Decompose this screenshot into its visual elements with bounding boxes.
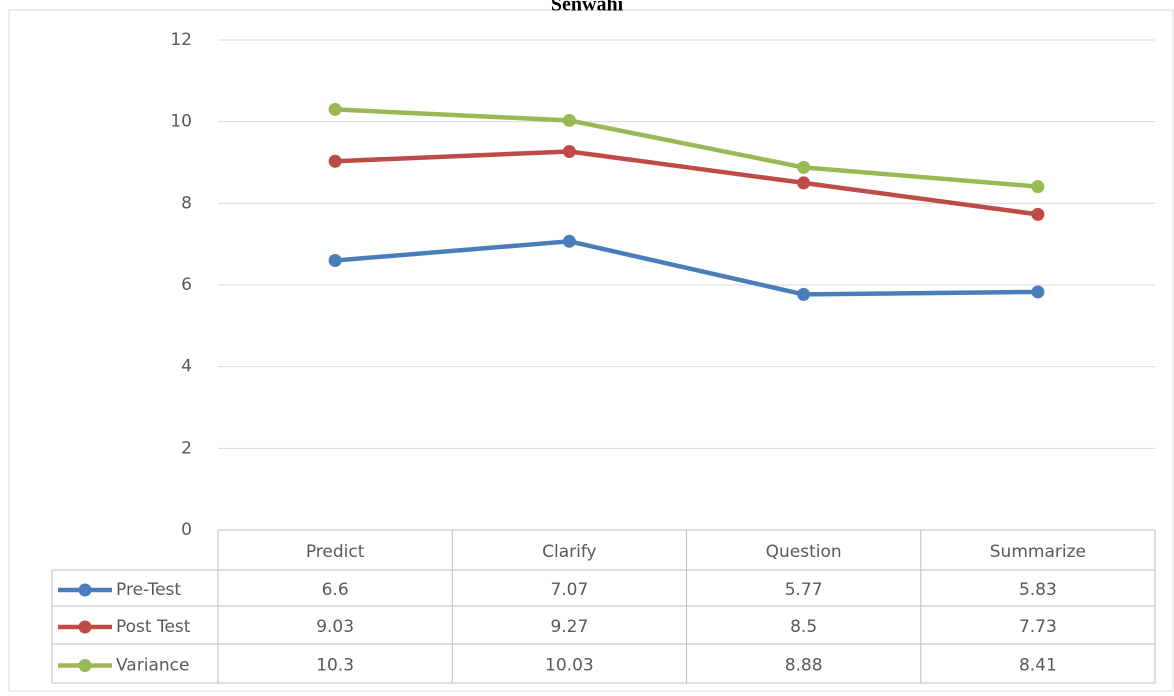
table-value: 10.3 [316, 656, 354, 676]
y-tick-label: 12 [170, 30, 192, 50]
legend-label: Variance [116, 656, 189, 676]
legend-marker [78, 620, 92, 634]
series-line [335, 107, 1039, 189]
table-value: 9.27 [550, 617, 588, 637]
table-value: 8.5 [790, 617, 817, 637]
data-point [562, 113, 576, 127]
data-point [562, 144, 576, 158]
table-value: 8.88 [785, 656, 823, 676]
x-tick-label: Question [766, 542, 842, 562]
table-value: 5.83 [1019, 580, 1057, 600]
y-tick-label: 6 [181, 275, 192, 295]
data-point [328, 154, 342, 168]
data-point [328, 254, 342, 267]
table-value: 6.6 [322, 580, 349, 600]
data-point [562, 234, 576, 248]
data-point [797, 160, 811, 174]
data-point [1031, 285, 1045, 299]
y-tick-label: 0 [181, 520, 192, 540]
table-value: 9.03 [316, 617, 354, 637]
table-value: 7.07 [550, 580, 588, 600]
legend-label: Post Test [116, 617, 191, 637]
y-tick-label: 2 [181, 438, 192, 458]
legend-label: Pre-Test [116, 580, 181, 600]
data-point [328, 102, 342, 116]
data-point [797, 287, 811, 301]
data-point [1031, 180, 1045, 194]
data-point [797, 176, 811, 190]
y-tick-label: 10 [170, 112, 192, 132]
series-line [335, 149, 1039, 217]
table-value: 7.73 [1019, 617, 1057, 637]
chart-frame [8, 9, 1174, 692]
table-value: 8.41 [1019, 656, 1057, 676]
series-line [334, 239, 1038, 297]
x-tick-label: Predict [306, 542, 365, 562]
table-value: 10.03 [545, 656, 594, 676]
legend-marker [78, 659, 92, 672]
data-point [1031, 207, 1045, 221]
x-tick-label: Summarize [990, 542, 1086, 562]
x-tick-label: Clarify [542, 542, 596, 562]
y-tick-label: 8 [181, 193, 192, 213]
chart-title: Senwahi [551, 0, 624, 16]
table-value: 5.77 [785, 580, 823, 600]
legend-marker [78, 583, 92, 597]
y-tick-label: 4 [181, 357, 192, 377]
